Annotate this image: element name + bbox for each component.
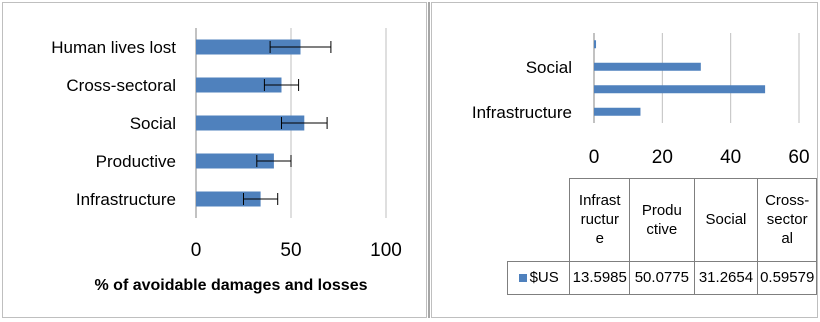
table-corner-cell — [508, 179, 570, 262]
chart-right: Infrastructure Social 0 20 40 60 — [472, 33, 810, 168]
bar — [196, 77, 282, 93]
chart-divider — [428, 2, 430, 318]
bar — [196, 115, 305, 131]
bar — [594, 40, 597, 49]
y-tick-label: Human lives lost — [51, 38, 176, 57]
x-tick-label: 0 — [589, 147, 600, 168]
y-tick-label: Cross-sectoral — [66, 76, 176, 95]
bar — [594, 62, 701, 71]
x-tick-label: 40 — [720, 147, 741, 168]
y-tick-label: Productive — [96, 152, 176, 171]
chart-right-panel: Infrastructure Social 0 20 40 60 Infrast ruct… — [431, 2, 818, 318]
table-cell: 0.59579 — [757, 260, 817, 295]
y-tick-label: Infrastructure — [472, 103, 572, 122]
legend-cell: $US — [506, 260, 571, 295]
x-tick-label: 50 — [280, 240, 301, 261]
table-header-row: Infrast ructur e Produ ctive Social Cross- … — [508, 178, 817, 262]
bar — [594, 85, 766, 94]
legend-key — [518, 274, 527, 283]
x-tick-label: 60 — [788, 147, 809, 168]
table-row: $US 13.5985 50.0775 31.2654 0.59579 — [506, 260, 817, 295]
y-tick-label: Infrastructure — [76, 190, 176, 209]
x-tick-label: 0 — [191, 240, 202, 261]
table-header-cell: Infrast ructur e — [569, 178, 631, 262]
x-tick-label: 20 — [652, 147, 673, 168]
chart-left: Infrastructure Productive Social Cross-sect… — [51, 28, 402, 294]
table-cell: 31.2654 — [693, 260, 759, 295]
table-cell: 13.5985 — [569, 260, 631, 295]
table-header-cell: Social — [693, 178, 759, 262]
table-cell: 50.0775 — [629, 260, 695, 295]
y-tick-label: Social — [526, 58, 572, 77]
bar — [196, 153, 274, 169]
legend-label: $US — [529, 269, 559, 286]
bar — [196, 191, 261, 207]
y-tick-label: Social — [130, 114, 176, 133]
bar — [196, 39, 301, 55]
x-axis-title: % of avoidable damages and losses — [95, 277, 368, 294]
table-header-cell: Produ ctive — [629, 178, 695, 262]
bar — [594, 107, 641, 116]
table-header-cell: Cross- sector al — [757, 178, 817, 262]
chart-left-panel: Infrastructure Productive Social Cross-sect… — [2, 2, 427, 318]
x-tick-label: 100 — [370, 240, 402, 261]
data-table: Infrast ructur e Produ ctive Social Cross- … — [506, 178, 817, 295]
